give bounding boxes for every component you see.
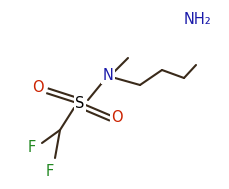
Text: NH₂: NH₂ xyxy=(183,12,211,28)
Text: O: O xyxy=(111,111,122,125)
Text: O: O xyxy=(32,81,44,95)
Text: N: N xyxy=(102,67,113,83)
Text: F: F xyxy=(46,163,54,178)
Text: F: F xyxy=(28,140,36,156)
Text: S: S xyxy=(75,95,84,111)
